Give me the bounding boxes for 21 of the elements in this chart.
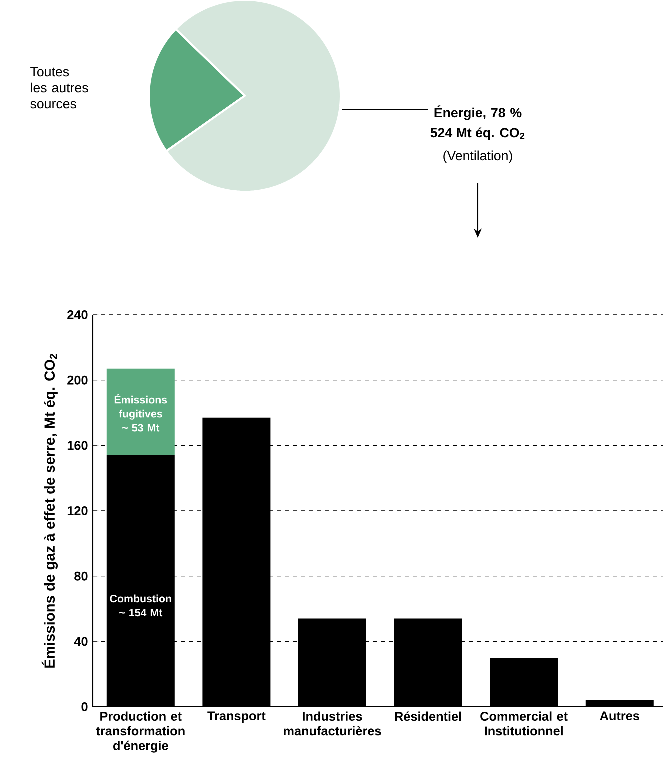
y-tick-label: 0 [82,702,88,712]
y-tick-label: 200 [68,376,88,385]
y-tick-label: 80 [74,572,88,581]
slice-label: Toutes les autres sources [30,67,88,109]
y-tick-label: 240 [68,310,88,320]
slice-label: Énergie, 78 % [434,106,522,120]
x-tick-label: Production et transformation d'énergie [96,712,185,753]
y-tick-label: 40 [74,637,88,646]
annotation: Combustion ~ 154 Mt [110,594,172,617]
y-axis-title: Émissions de gaz à effet de serre, Mt éq. CO$_{2}$ [42,354,58,668]
y-tick-label: 160 [68,441,88,450]
bar [106,368,175,456]
x-tick-label: Transport [208,712,266,724]
text: (Ventilation) [444,150,512,164]
x-tick-label: Résidentiel [395,712,462,722]
x-tick-label: Industries manufacturières [284,712,382,736]
x-tick-label: Commercial et Institutionnel [480,712,568,736]
x-tick-label: Autres [600,712,640,721]
text: 524 Mt éq. CO$_{2}$ [430,128,525,140]
y-tick-label: 120 [68,506,88,516]
annotation: Émissions fugitives ~ 53 Mt [114,394,168,432]
